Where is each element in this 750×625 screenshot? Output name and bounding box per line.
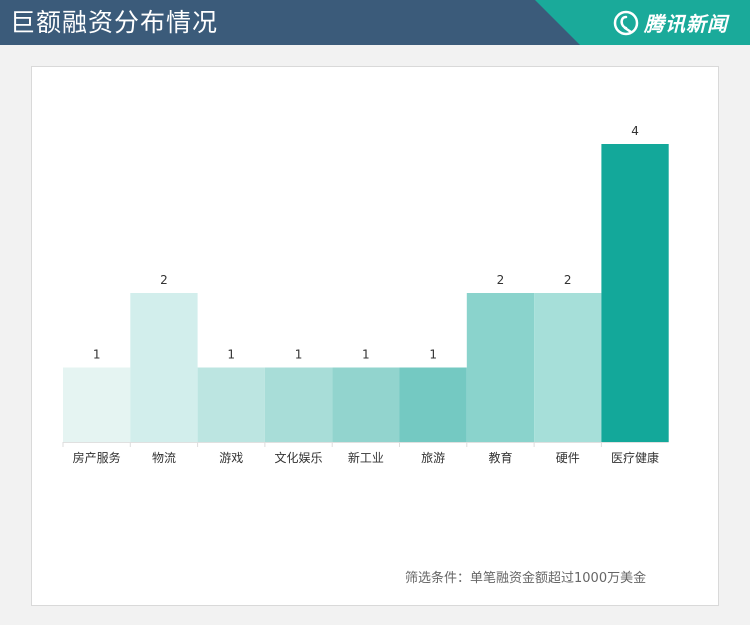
header-accent-shape: [535, 0, 750, 45]
bar-9[interactable]: [601, 144, 669, 442]
bar-5[interactable]: [332, 367, 400, 443]
category-label: 教育: [488, 450, 512, 465]
category-label: 文化娱乐: [275, 450, 323, 465]
filter-footnote: 筛选条件：单笔融资金额超过1000万美金: [405, 571, 647, 586]
category-label: 旅游: [421, 451, 445, 465]
bar-3[interactable]: [197, 367, 265, 443]
brand-name: 腾讯新闻: [644, 12, 728, 36]
bar-6[interactable]: [399, 367, 467, 443]
category-label: 物流: [152, 451, 176, 465]
category-label: 游戏: [219, 451, 243, 465]
bar-value-label: 4: [631, 124, 639, 138]
bar-2[interactable]: [130, 293, 198, 442]
bar-value-label: 1: [295, 348, 303, 362]
brand-logo[interactable]: 腾讯新闻: [613, 0, 728, 45]
header-bar: 巨额融资分布情况 腾讯新闻: [0, 0, 750, 45]
bar-4[interactable]: [264, 367, 333, 443]
bar-7[interactable]: [466, 293, 535, 442]
chart-card: 1 房产服务 2 物流 1 游戏 1 文化娱乐 1 新工业 1 旅游 2 教育 2 硬件 4 医疗健康 筛选条件：…: [31, 66, 719, 606]
category-label: 新工业: [348, 450, 384, 465]
category-label: 医疗健康: [611, 450, 659, 465]
bar-value-label: 2: [160, 273, 168, 287]
bar-value-label: 1: [227, 348, 235, 362]
bar-chart: 1 房产服务 2 物流 1 游戏 1 文化娱乐 1 新工业 1 旅游 2 教育 2 硬件 4 医疗健康: [62, 124, 669, 465]
bar-value-label: 1: [429, 348, 437, 362]
bar-value-label: 2: [564, 273, 572, 287]
page-title: 巨额融资分布情况: [10, 8, 219, 37]
bar-8[interactable]: [534, 293, 602, 442]
tencent-news-logo-icon: [613, 10, 639, 35]
category-label: 房产服务: [73, 450, 121, 465]
bar-1[interactable]: [63, 367, 131, 443]
category-label: 硬件: [556, 451, 580, 465]
bar-value-label: 2: [497, 273, 505, 287]
bar-value-label: 1: [93, 348, 101, 362]
bar-value-label: 1: [362, 348, 370, 362]
